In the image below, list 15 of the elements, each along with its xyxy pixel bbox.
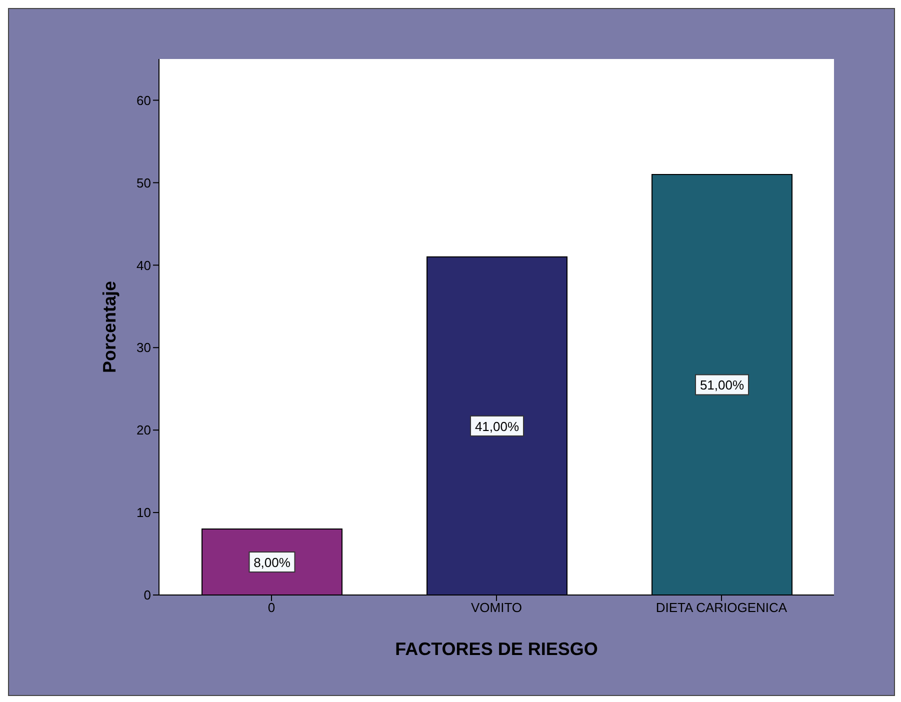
- y-axis-title: Porcentaje: [99, 280, 120, 374]
- x-tick-label: 0: [268, 600, 276, 616]
- y-tick-label: 40: [136, 258, 151, 273]
- y-tick-label: 10: [136, 505, 151, 520]
- x-tick-label: DIETA CARIOGENICA: [656, 600, 788, 616]
- y-tick-label: 60: [136, 92, 151, 108]
- y-tick-label: 20: [136, 422, 151, 438]
- x-axis-title: FACTORES DE RIESGO: [395, 639, 598, 659]
- x-tick-label: VOMITO: [470, 600, 522, 616]
- y-tick-label: 0: [144, 588, 151, 603]
- data-label: 41,00%: [474, 418, 520, 434]
- data-label: 8,00%: [254, 555, 291, 570]
- data-label: 51,00%: [700, 378, 744, 393]
- y-tick-label: 50: [136, 175, 151, 190]
- y-tick-label: 30: [136, 340, 151, 356]
